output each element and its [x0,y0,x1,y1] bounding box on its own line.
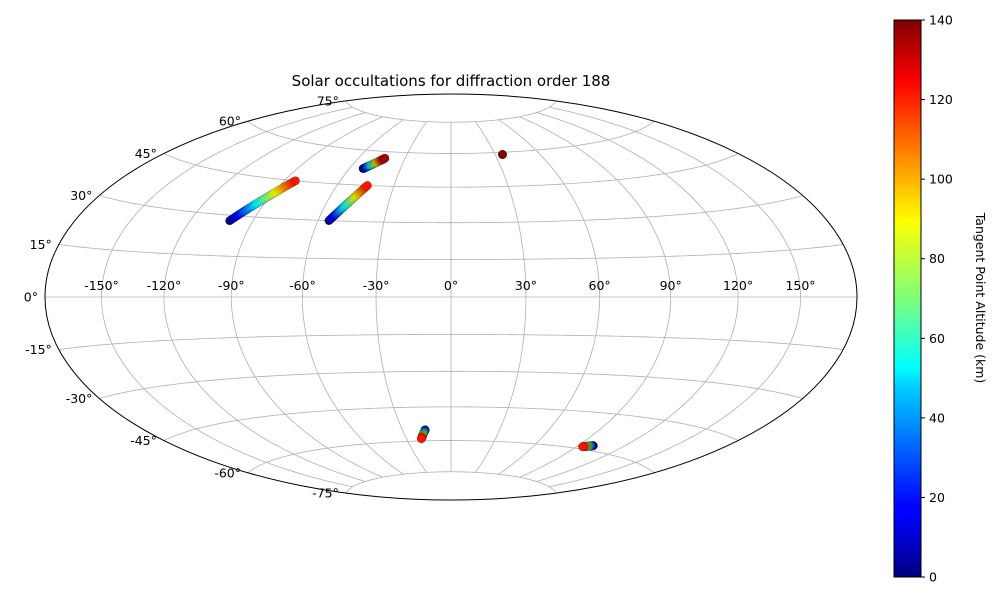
longitude-tick-label: -150° [84,278,119,293]
occultation-track [417,425,430,444]
latitude-tick-label: -45° [130,433,157,448]
latitude-tick-label: -60° [214,465,241,480]
longitude-tick-label: -120° [147,278,182,293]
meridian-line [536,112,739,482]
occultation-point [380,153,390,163]
chart-title: Solar occultations for diffraction order… [292,72,611,90]
longitude-tick-label: 90° [660,278,682,293]
meridian-line [519,116,672,478]
map-boundary [44,93,858,501]
meridian-line [498,119,601,475]
occultation-point [417,434,426,444]
colorbar-gradient [893,19,922,578]
longitude-tick-label: -60° [289,278,316,293]
latitude-tick-label: -15° [25,342,52,357]
colorbar-tick-label: 120 [929,92,953,107]
meridian-line [375,121,427,473]
occultation-points [225,150,598,452]
meridian-line [475,121,527,473]
latitude-tick-label: 60° [219,114,241,129]
meridian-line [101,106,353,488]
meridian-line [301,119,404,475]
colorbar-tick-label: 140 [929,13,953,28]
colorbar-tick-label: 20 [929,490,945,505]
longitude-tick-label: 120° [723,278,753,293]
longitude-tick-label: -90° [218,278,245,293]
occultation-track [498,150,507,159]
occultation-track [578,441,598,452]
colorbar-tick-label: 60 [929,331,945,346]
occultation-track [225,176,300,226]
occultation-point [578,442,587,452]
colorbar-tick-label: 80 [929,251,945,266]
meridian-line [230,116,383,478]
colorbar: 0 20 40 60 80 100 120 140 Tangent Point Altitud… [893,13,988,585]
longitude-tick-label: 60° [589,278,611,293]
longitude-tick-label: 30° [515,278,537,293]
latitude-tick-label: -30° [66,391,93,406]
latitude-tick-label: 30° [70,188,92,203]
colorbar-tick-label: 0 [929,570,937,585]
occultation-point [291,176,300,186]
latitude-tick-labels: -75° -60° -45° -30° -15° 0° 15° 30° 45° 60° 75° [24,93,339,500]
colorbar-tick-label: 100 [929,172,953,187]
latitude-tick-label: 15° [30,237,52,252]
meridian-line [163,112,366,482]
latitude-tick-label: 45° [135,146,157,161]
occultation-point [363,181,372,190]
map-grid [45,100,857,494]
longitude-tick-label: 0° [444,278,458,293]
occultation-track [358,153,390,174]
latitude-tick-label: -75° [312,486,339,501]
colorbar-label: Tangent Point Altitude (km) [973,212,988,384]
colorbar-tick-label: 40 [929,410,945,425]
occultation-point [498,150,507,159]
longitude-tick-labels: -150° -120° -90° -60° -30° 0° 30° 60° 90° 120° 150… [84,278,815,293]
latitude-tick-label: 0° [24,290,38,305]
meridian-line [549,106,801,488]
occultation-track [324,181,372,226]
longitude-tick-label: -30° [363,278,390,293]
longitude-tick-label: 150° [785,278,815,293]
colorbar-ticks: 0 20 40 60 80 100 120 140 [921,13,953,585]
latitude-tick-label: 75° [317,93,339,108]
